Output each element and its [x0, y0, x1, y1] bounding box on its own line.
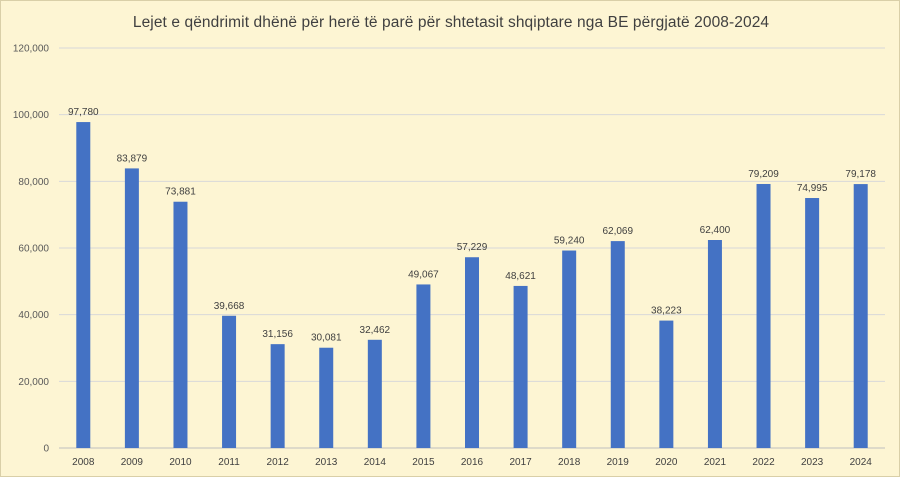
- x-tick-label: 2021: [704, 457, 727, 468]
- x-axis: 2008 2009 2010 2011 2012 2013 2014 2015 2016 2017…: [72, 457, 872, 468]
- data-label: 48,621: [505, 271, 536, 282]
- y-tick-label: 20,000: [18, 377, 49, 388]
- x-tick-label: 2012: [267, 457, 290, 468]
- y-tick-label: 40,000: [18, 310, 49, 321]
- data-label: 79,178: [845, 169, 876, 180]
- bar: [659, 320, 674, 448]
- bar: [319, 347, 334, 448]
- bar: [513, 285, 528, 448]
- x-tick-label: 2014: [364, 457, 387, 468]
- x-tick-label: 2022: [752, 457, 775, 468]
- x-tick-label: 2009: [121, 457, 144, 468]
- data-label: 39,668: [214, 301, 245, 312]
- y-tick-label: 80,000: [18, 177, 49, 188]
- bar: [805, 198, 820, 448]
- data-label: 74,995: [797, 183, 828, 194]
- y-tick-label: 100,000: [13, 110, 50, 121]
- data-label: 30,081: [311, 333, 342, 344]
- data-label: 57,229: [457, 242, 488, 253]
- data-label: 97,780: [68, 107, 99, 118]
- x-tick-label: 2016: [461, 457, 484, 468]
- data-label: 62,400: [700, 225, 731, 236]
- bar: [707, 240, 722, 448]
- data-label: 83,879: [117, 153, 148, 164]
- x-tick-label: 2023: [801, 457, 824, 468]
- chart-title: Lejet e qëndrimit dhënë për herë të parë…: [132, 14, 770, 31]
- x-tick-label: 2020: [655, 457, 678, 468]
- bar: [76, 122, 91, 449]
- bar: [173, 201, 188, 448]
- x-tick-label: 2017: [509, 457, 532, 468]
- y-axis: 0 20,000 40,000 60,000 80,000 100,000 120,000: [13, 44, 50, 455]
- data-label: 79,209: [748, 169, 779, 180]
- x-tick-label: 2018: [558, 457, 581, 468]
- bar: [756, 183, 771, 448]
- x-tick-label: 2008: [72, 457, 95, 468]
- data-label: 38,223: [651, 306, 682, 317]
- bar: [416, 284, 431, 448]
- y-tick-label: 60,000: [18, 244, 49, 255]
- x-tick-label: 2011: [218, 457, 240, 468]
- y-tick-label: 0: [43, 444, 49, 455]
- y-tick-label: 120,000: [13, 44, 50, 55]
- x-tick-label: 2019: [607, 457, 630, 468]
- bar: [367, 339, 382, 448]
- data-label: 59,240: [554, 236, 585, 247]
- bars: [76, 122, 868, 449]
- x-tick-label: 2013: [315, 457, 338, 468]
- bar: [853, 184, 868, 448]
- data-label: 31,156: [262, 329, 293, 340]
- data-label: 73,881: [165, 187, 196, 198]
- data-label: 62,069: [602, 226, 633, 237]
- data-label: 49,067: [408, 269, 439, 280]
- x-tick-label: 2010: [169, 457, 192, 468]
- x-tick-label: 2015: [412, 457, 435, 468]
- data-labels: 97,780 83,879 73,881 39,668 31,156 30,081 32,4…: [68, 107, 876, 344]
- bar: [465, 257, 479, 448]
- x-tick-label: 2024: [850, 457, 873, 468]
- bar: [222, 315, 237, 448]
- bar: [124, 168, 139, 449]
- bar: [562, 250, 577, 448]
- bar: [610, 241, 625, 448]
- data-label: 32,462: [360, 325, 391, 336]
- bar: [270, 344, 285, 448]
